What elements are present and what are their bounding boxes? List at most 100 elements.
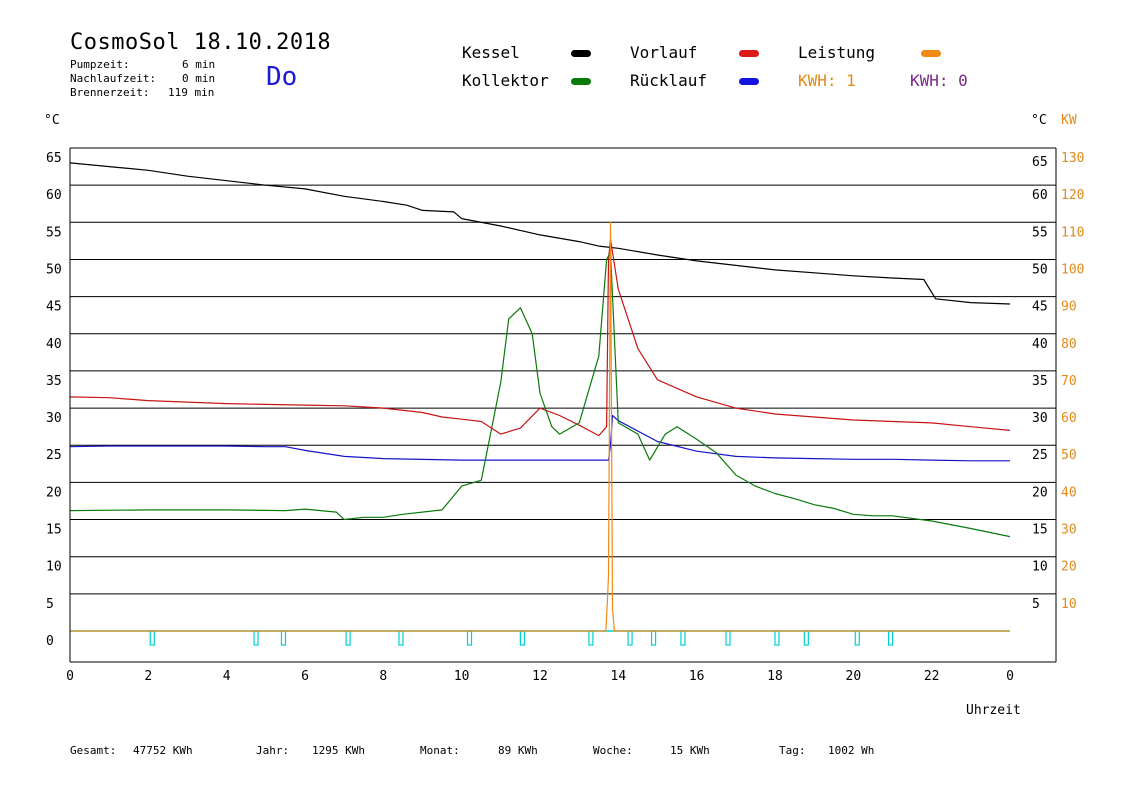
legend-label-kollektor: Kollektor bbox=[462, 71, 549, 90]
footer-label-gesamt: Gesamt: bbox=[70, 744, 117, 757]
x-tick-11: 22 bbox=[924, 669, 940, 684]
footer-value-monat: 89 KWh bbox=[498, 744, 538, 757]
legend-swatch-vorlauf bbox=[739, 50, 759, 57]
pump-pulse-14 bbox=[854, 630, 860, 646]
y-tick-left-15: 15 bbox=[46, 523, 62, 538]
y-tick-right-35: 35 bbox=[1032, 374, 1048, 389]
y-tick-left-30: 30 bbox=[46, 411, 62, 426]
y2-tick-30: 30 bbox=[1061, 523, 1077, 538]
y2-tick-70: 70 bbox=[1061, 374, 1077, 389]
legend-label-kessel: Kessel bbox=[462, 43, 520, 62]
x-tick-3: 6 bbox=[301, 669, 309, 684]
right-axis-unit-c: °C bbox=[1031, 113, 1047, 128]
pump-pulse-3 bbox=[345, 630, 351, 646]
x-tick-5: 10 bbox=[454, 669, 470, 684]
y-tick-left-55: 55 bbox=[46, 225, 62, 240]
legend-label-ruecklauf: Rücklauf bbox=[630, 71, 708, 90]
pump-pulse-2 bbox=[280, 630, 287, 646]
footer-value-gesamt: 47752 KWh bbox=[133, 744, 193, 757]
stat-value-pumpzeit: 6 min bbox=[182, 58, 216, 71]
footer-label-tag: Tag: bbox=[779, 744, 806, 757]
series-line-vorlauf bbox=[69, 238, 1011, 437]
pump-pulse-4 bbox=[398, 630, 404, 646]
y2-tick-110: 110 bbox=[1061, 225, 1084, 240]
y-tick-left-45: 45 bbox=[46, 300, 62, 315]
stat-value-nachlaufzeit: 0 min bbox=[182, 72, 216, 85]
y-tick-left-25: 25 bbox=[46, 448, 62, 463]
y2-tick-50: 50 bbox=[1061, 448, 1077, 463]
x-tick-10: 20 bbox=[846, 669, 862, 684]
legend-swatch-kessel bbox=[571, 50, 591, 57]
x-tick-6: 12 bbox=[532, 669, 548, 684]
stat-label-brennerzeit: Brennerzeit: bbox=[70, 86, 150, 99]
pump-pulse-13 bbox=[803, 630, 809, 646]
y2-tick-60: 60 bbox=[1061, 411, 1077, 426]
y-tick-right-20: 20 bbox=[1032, 485, 1048, 500]
y2-tick-10: 10 bbox=[1061, 597, 1077, 612]
legend-swatch-ruecklauf bbox=[739, 78, 759, 85]
footer-label-monat: Monat: bbox=[420, 744, 460, 757]
footer-value-jahr: 1295 KWh bbox=[312, 744, 365, 757]
y2-tick-20: 20 bbox=[1061, 560, 1077, 575]
y-tick-left-0: 0 bbox=[46, 634, 54, 649]
y-tick-right-50: 50 bbox=[1032, 262, 1048, 277]
y-tick-right-15: 15 bbox=[1032, 523, 1048, 538]
legend-kwh0: KWH: 0 bbox=[910, 71, 968, 90]
y-tick-right-10: 10 bbox=[1032, 560, 1048, 575]
y2-tick-90: 90 bbox=[1061, 300, 1077, 315]
series-line-ruecklauf bbox=[69, 414, 1010, 462]
pump-pulse-11 bbox=[725, 630, 731, 646]
weekday-label: Do bbox=[266, 62, 298, 92]
stat-label-nachlaufzeit: Nachlaufzeit: bbox=[70, 72, 157, 85]
x-tick-2: 4 bbox=[223, 669, 231, 684]
y-tick-right-5: 5 bbox=[1032, 597, 1040, 612]
pump-pulse-1 bbox=[253, 630, 259, 646]
x-tick-12: 0 bbox=[1006, 669, 1014, 684]
x-tick-9: 18 bbox=[767, 669, 783, 684]
stat-label-pumpzeit: Pumpzeit: bbox=[70, 58, 130, 71]
y-tick-left-20: 20 bbox=[46, 485, 62, 500]
x-tick-7: 14 bbox=[611, 669, 627, 684]
series-line-leistung bbox=[70, 221, 1010, 632]
footer-label-jahr: Jahr: bbox=[256, 744, 290, 757]
y2-tick-80: 80 bbox=[1061, 337, 1077, 352]
y-tick-right-40: 40 bbox=[1032, 337, 1048, 352]
footer-value-woche: 15 KWh bbox=[670, 744, 710, 757]
legend-swatch-kollektor bbox=[571, 78, 591, 85]
stat-value-brennerzeit: 119 min bbox=[168, 86, 215, 99]
y-tick-left-5: 5 bbox=[46, 597, 54, 612]
legend-label-leistung: Leistung bbox=[798, 43, 876, 62]
legend-label-vorlauf: Vorlauf bbox=[630, 43, 698, 62]
y-tick-right-60: 60 bbox=[1032, 188, 1048, 203]
y-tick-right-25: 25 bbox=[1032, 448, 1048, 463]
left-axis-unit: °C bbox=[44, 113, 60, 128]
x-tick-0: 0 bbox=[66, 669, 74, 684]
y-tick-left-40: 40 bbox=[46, 337, 62, 352]
pump-pulse-12 bbox=[774, 630, 780, 646]
pump-pulse-9 bbox=[650, 630, 657, 646]
y-tick-left-60: 60 bbox=[46, 188, 62, 203]
x-tick-4: 8 bbox=[379, 669, 387, 684]
y-tick-right-55: 55 bbox=[1032, 225, 1048, 240]
footer-label-woche: Woche: bbox=[593, 744, 633, 757]
y-tick-left-35: 35 bbox=[46, 374, 62, 389]
y2-tick-120: 120 bbox=[1061, 188, 1084, 203]
chart-title: CosmoSol 18.10.2018 bbox=[70, 30, 332, 55]
pump-pulse-0 bbox=[149, 630, 155, 646]
y-tick-left-50: 50 bbox=[46, 262, 62, 277]
y-tick-left-65: 65 bbox=[46, 151, 62, 166]
y2-tick-130: 130 bbox=[1061, 151, 1084, 166]
y-tick-right-30: 30 bbox=[1032, 411, 1048, 426]
series-line-kollektor bbox=[69, 251, 1011, 538]
pump-pulse-6 bbox=[519, 630, 525, 646]
pump-pulse-10 bbox=[680, 630, 686, 646]
pump-pulse-7 bbox=[588, 630, 594, 646]
y-tick-left-10: 10 bbox=[46, 560, 62, 575]
pump-pulse-8 bbox=[627, 630, 633, 646]
footer-value-tag: 1002 Wh bbox=[828, 744, 875, 757]
y-tick-right-65: 65 bbox=[1032, 155, 1048, 170]
x-tick-1: 2 bbox=[144, 669, 152, 684]
x-axis-label: Uhrzeit bbox=[966, 703, 1021, 718]
legend-swatch-leistung bbox=[921, 50, 941, 57]
pump-pulse-5 bbox=[466, 630, 473, 646]
